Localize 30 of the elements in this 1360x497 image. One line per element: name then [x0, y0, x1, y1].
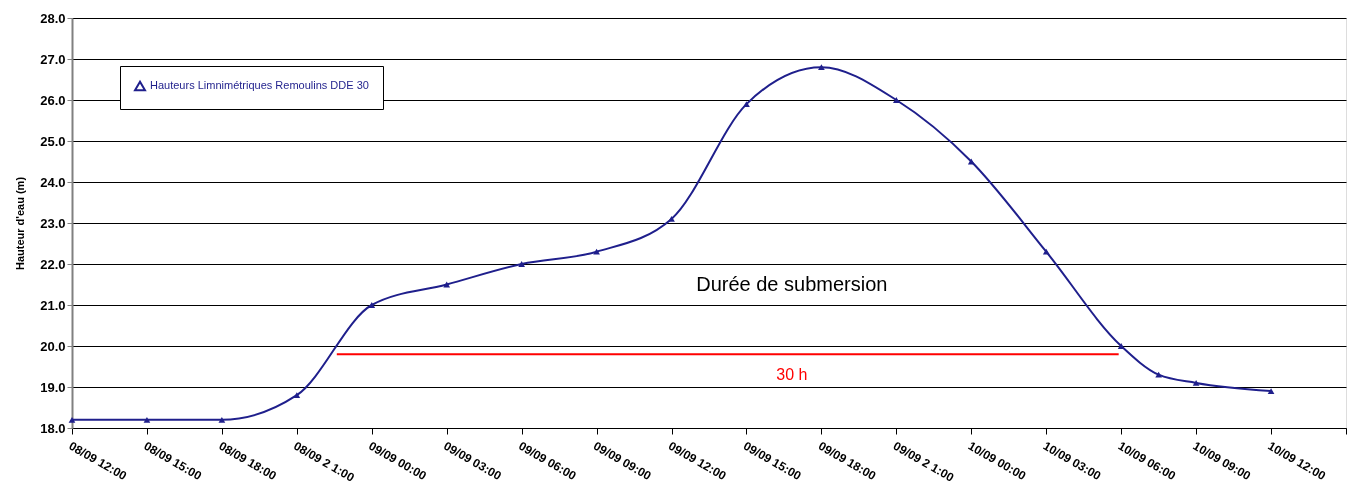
x-tick-label: 08/09 2 1:00 [291, 438, 357, 485]
point [518, 261, 525, 267]
legend-label: Hauteurs Limnimétriques Remoulins DDE 30 [150, 79, 369, 91]
point [1042, 248, 1050, 255]
annotation: 30 h [776, 365, 808, 383]
y-tick-label: 25.0 [40, 133, 66, 149]
x-tick-label: 09/09 2 1:00 [890, 438, 957, 485]
y-tick-label: 21.0 [40, 297, 66, 313]
y-tick-label: 26.0 [40, 92, 66, 108]
point [668, 215, 675, 222]
point [218, 416, 226, 423]
y-tick-label: 22.0 [40, 256, 66, 272]
annotation: Durée de submersion [696, 272, 888, 295]
point [743, 101, 750, 107]
point [593, 248, 600, 255]
y-tick-label: 18.0 [40, 420, 66, 436]
y-tick-label: 27.0 [40, 51, 66, 67]
point [68, 416, 76, 423]
point [368, 302, 376, 308]
point [893, 97, 900, 103]
y-tick-label: 23.0 [40, 215, 66, 231]
point [293, 392, 301, 399]
point [818, 64, 825, 71]
y-axis-title: Hauteur d'eau (m) [14, 176, 27, 271]
point [143, 416, 151, 423]
y-tick-label: 20.0 [40, 338, 66, 354]
y-tick-label: 24.0 [40, 174, 66, 190]
y-tick-label: 19.0 [40, 379, 66, 395]
y-tick-label: 28.0 [40, 10, 66, 26]
point [1117, 343, 1125, 349]
